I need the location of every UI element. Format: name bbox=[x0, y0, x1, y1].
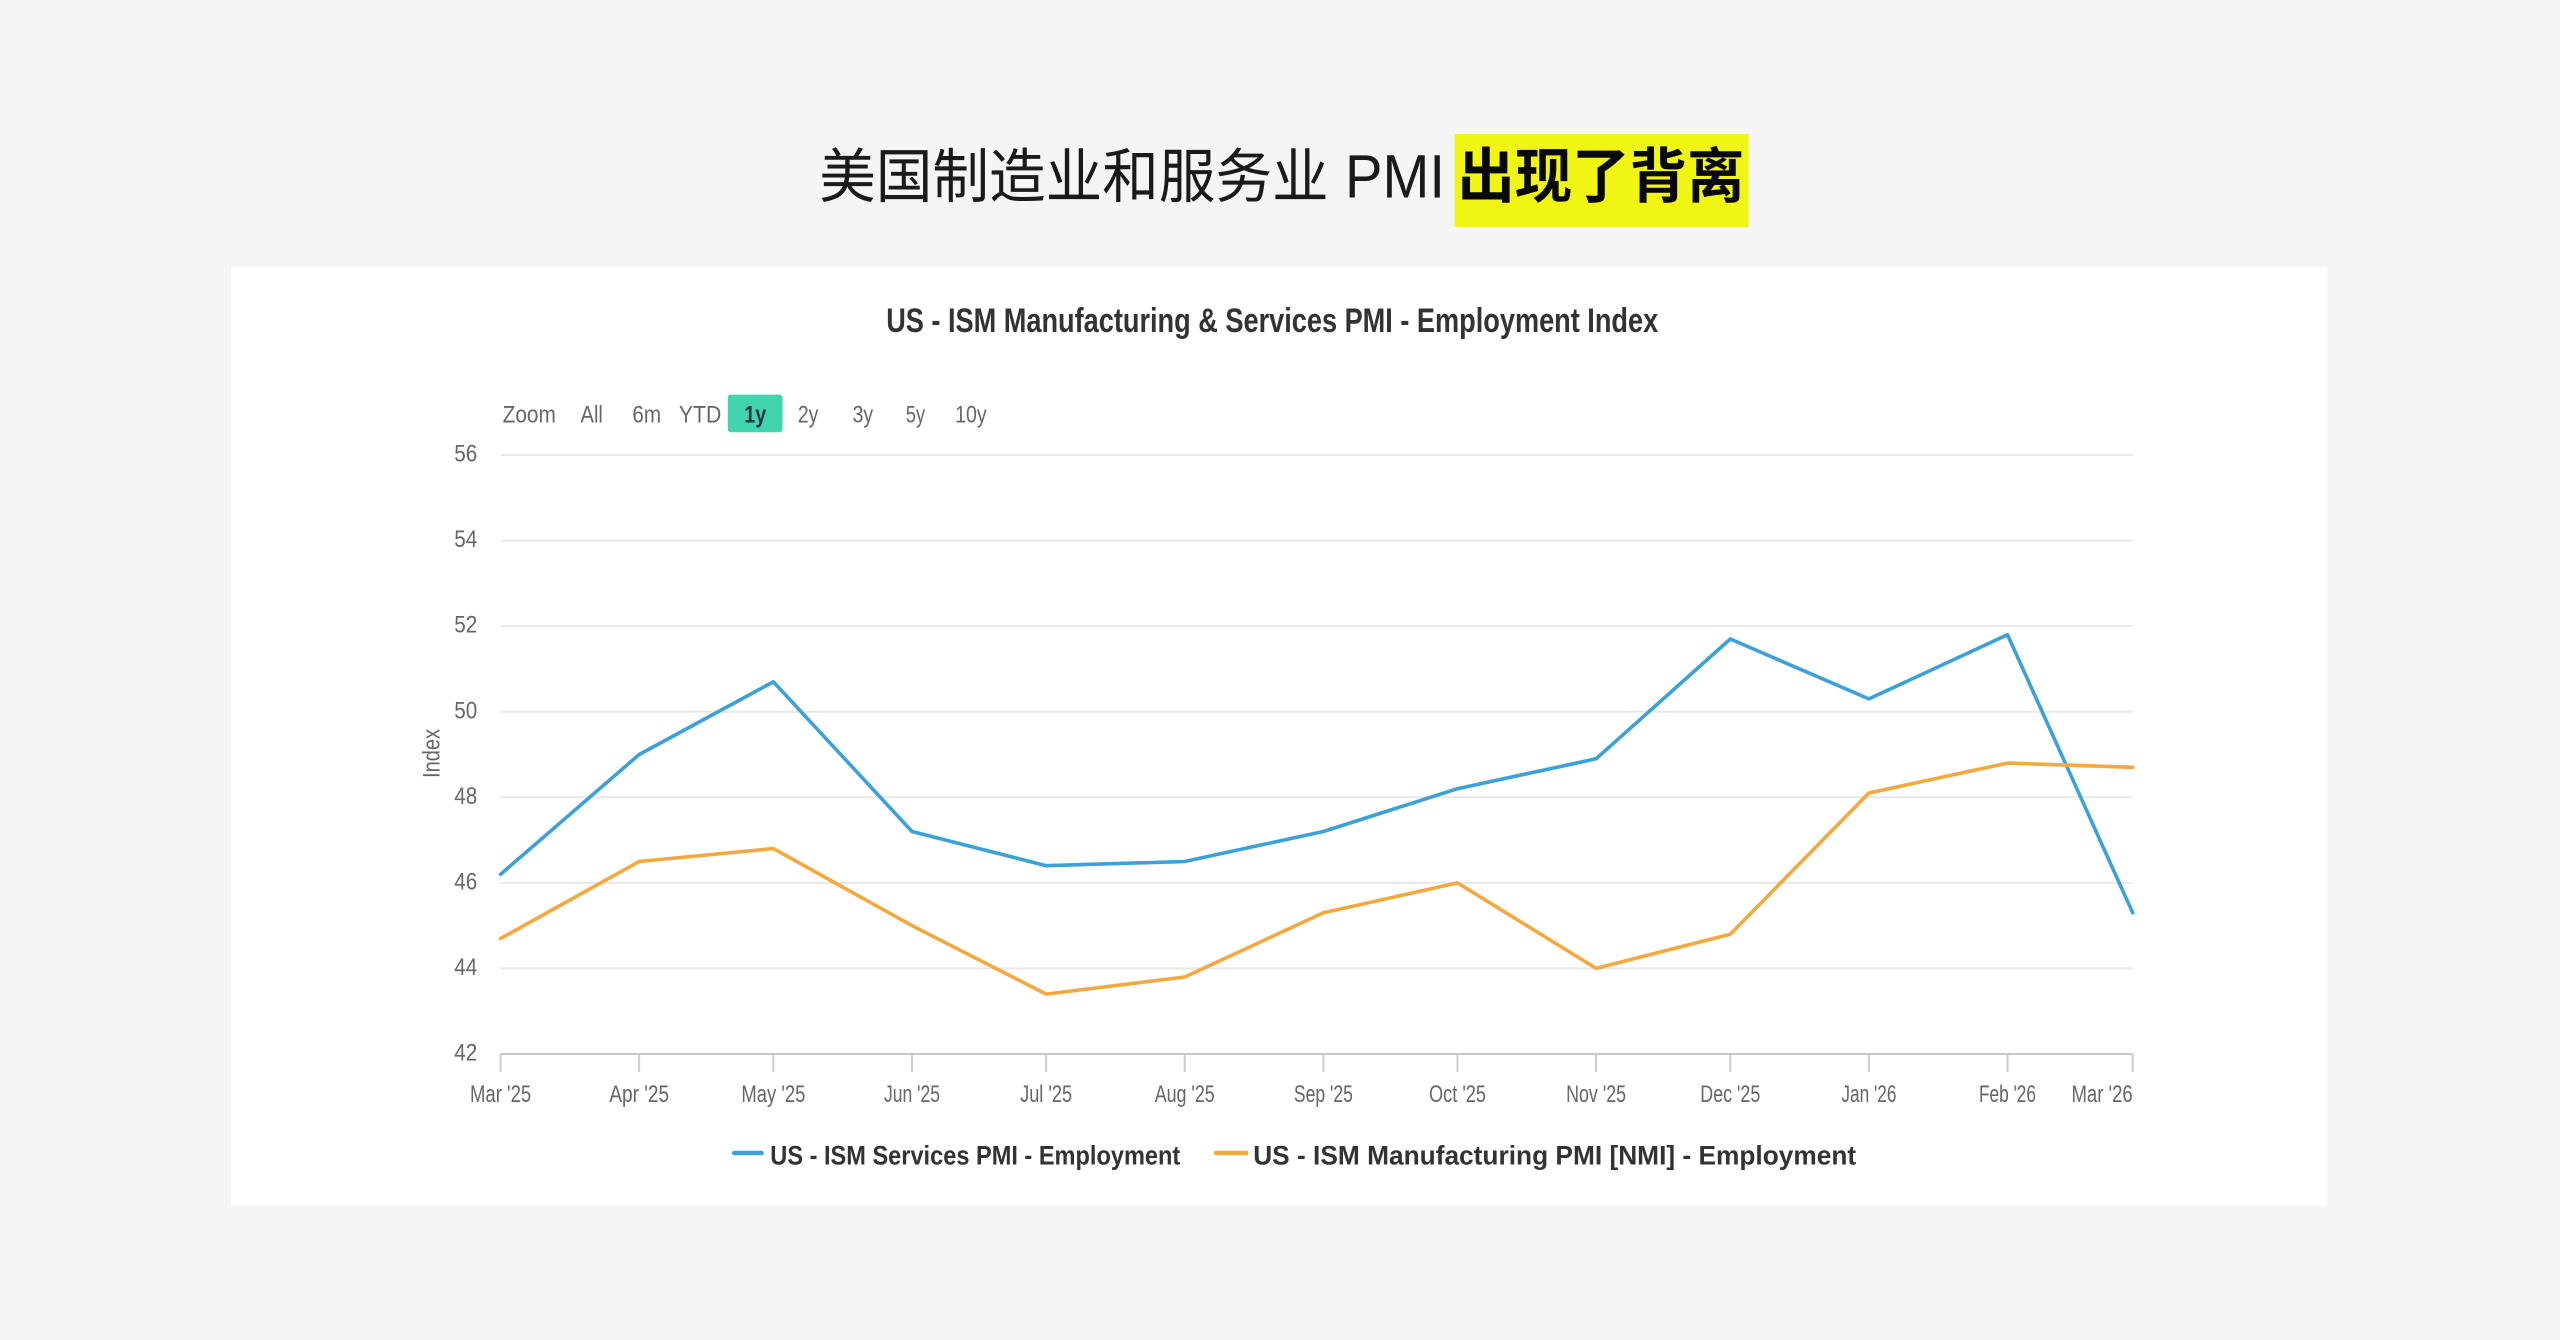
svg-text:Nov '25: Nov '25 bbox=[1566, 1081, 1626, 1108]
svg-text:44: 44 bbox=[454, 954, 477, 981]
svg-text:54: 54 bbox=[454, 526, 477, 553]
svg-text:US - ISM Services PMI - Employ: US - ISM Services PMI - Employment bbox=[770, 1140, 1180, 1170]
svg-text:Mar '25: Mar '25 bbox=[470, 1081, 531, 1108]
svg-text:48: 48 bbox=[454, 783, 477, 810]
svg-text:Mar '26: Mar '26 bbox=[2072, 1081, 2133, 1108]
svg-text:52: 52 bbox=[454, 612, 477, 639]
svg-text:5y: 5y bbox=[906, 401, 925, 428]
svg-text:PMI: PMI bbox=[1345, 142, 1445, 210]
svg-text:US - ISM Manufacturing & Servi: US - ISM Manufacturing & Services PMI - … bbox=[886, 302, 1658, 340]
svg-text:US - ISM Manufacturing PMI [NM: US - ISM Manufacturing PMI [NMI] - Emplo… bbox=[1253, 1140, 1856, 1170]
svg-text:YTD: YTD bbox=[679, 401, 721, 428]
svg-text:1y: 1y bbox=[744, 401, 766, 428]
svg-text:Aug '25: Aug '25 bbox=[1155, 1081, 1215, 1108]
svg-text:Apr '25: Apr '25 bbox=[609, 1081, 669, 1108]
svg-text:2y: 2y bbox=[798, 401, 819, 428]
svg-text:Oct '25: Oct '25 bbox=[1429, 1081, 1486, 1108]
svg-text:Sep '25: Sep '25 bbox=[1294, 1081, 1353, 1108]
svg-text:All: All bbox=[581, 401, 603, 428]
svg-text:46: 46 bbox=[454, 869, 477, 896]
svg-text:3y: 3y bbox=[853, 401, 874, 428]
svg-text:56: 56 bbox=[454, 441, 477, 468]
svg-text:Feb '26: Feb '26 bbox=[1979, 1081, 2036, 1108]
svg-text:Dec '25: Dec '25 bbox=[1700, 1081, 1760, 1108]
svg-text:May '25: May '25 bbox=[741, 1081, 805, 1108]
svg-text:42: 42 bbox=[454, 1040, 477, 1067]
svg-text:Zoom: Zoom bbox=[503, 401, 556, 428]
svg-text:6m: 6m bbox=[632, 401, 661, 428]
svg-text:50: 50 bbox=[454, 697, 477, 724]
svg-text:Jan '26: Jan '26 bbox=[1841, 1081, 1896, 1108]
svg-text:Index: Index bbox=[419, 729, 446, 778]
svg-text:Jun '25: Jun '25 bbox=[884, 1081, 940, 1108]
svg-text:10y: 10y bbox=[955, 401, 987, 428]
svg-text:Jul '25: Jul '25 bbox=[1020, 1081, 1072, 1108]
